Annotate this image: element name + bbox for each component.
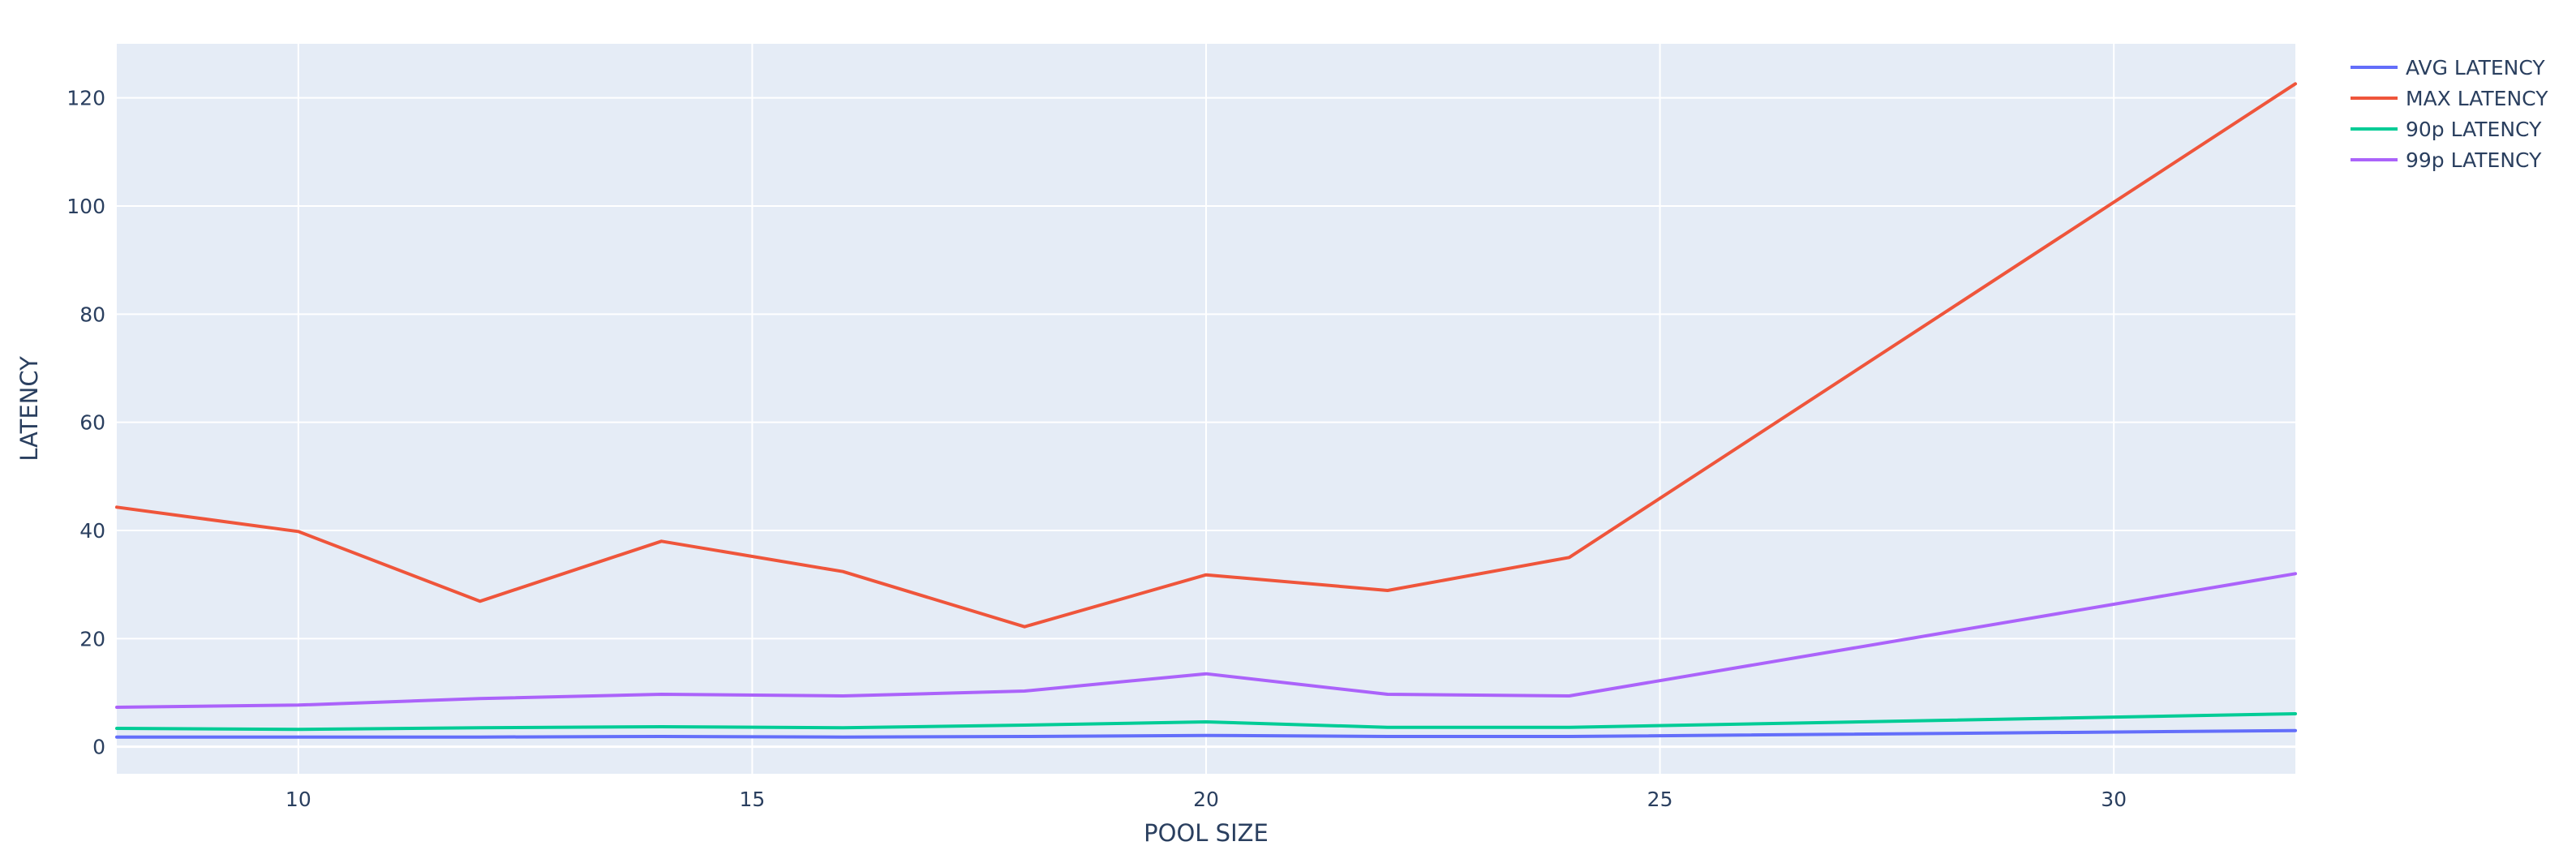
x-tick-label: 10 [286, 788, 311, 811]
y-gridlines [117, 97, 2295, 749]
series-lines [115, 82, 2297, 739]
x-tick-label: 30 [2101, 788, 2127, 811]
series-line-90p-latency[interactable] [115, 712, 2297, 732]
x-tick-label: 20 [1193, 788, 1219, 811]
y-axis-ticks: 0 20 40 60 80 100 120 [67, 87, 105, 759]
series-line-max-latency[interactable] [115, 82, 2297, 629]
y-tick-label: 120 [67, 87, 105, 110]
series-line-avg-latency[interactable] [115, 728, 2297, 739]
x-axis-title: POOL SIZE [1144, 819, 1269, 847]
y-tick-label: 40 [79, 519, 105, 543]
series-line-99p-latency[interactable] [115, 572, 2297, 709]
legend-label: 99p LATENCY [2406, 148, 2542, 172]
y-tick-label: 20 [79, 627, 105, 650]
legend-label: AVG LATENCY [2406, 56, 2545, 79]
x-axis-ticks: 10 15 20 25 30 [286, 788, 2127, 811]
y-tick-label: 100 [67, 195, 105, 218]
y-axis-title: LATENCY [15, 356, 43, 462]
legend-item[interactable]: 90p LATENCY [2351, 118, 2542, 141]
legend[interactable]: AVG LATENCY MAX LATENCY 90p LATENCY 99p LAT… [2351, 56, 2548, 172]
legend-label: 90p LATENCY [2406, 118, 2542, 141]
legend-label: MAX LATENCY [2406, 87, 2548, 110]
legend-item[interactable]: 99p LATENCY [2351, 148, 2542, 172]
y-tick-label: 0 [92, 736, 105, 759]
y-tick-label: 60 [79, 411, 105, 435]
x-gridlines [297, 44, 2115, 774]
x-tick-label: 25 [1647, 788, 1673, 811]
legend-item[interactable]: MAX LATENCY [2351, 87, 2548, 110]
y-tick-label: 80 [79, 303, 105, 326]
x-tick-label: 15 [740, 788, 766, 811]
legend-item[interactable]: AVG LATENCY [2351, 56, 2545, 79]
